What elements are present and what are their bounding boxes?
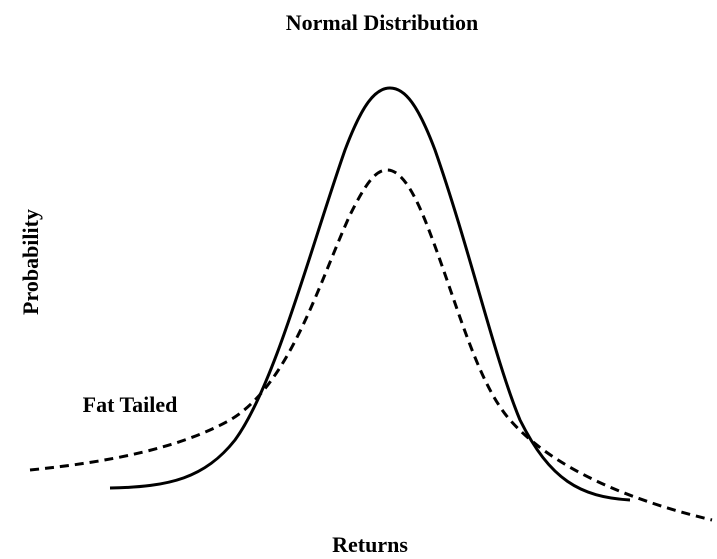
fat-tailed-curve [29, 168, 713, 522]
y-label: Probability [18, 209, 43, 315]
normal-curve [109, 86, 631, 502]
x-label: Returns [332, 532, 408, 557]
title: Normal Distribution [286, 10, 479, 35]
annotation: Fat Tailed [83, 392, 178, 417]
